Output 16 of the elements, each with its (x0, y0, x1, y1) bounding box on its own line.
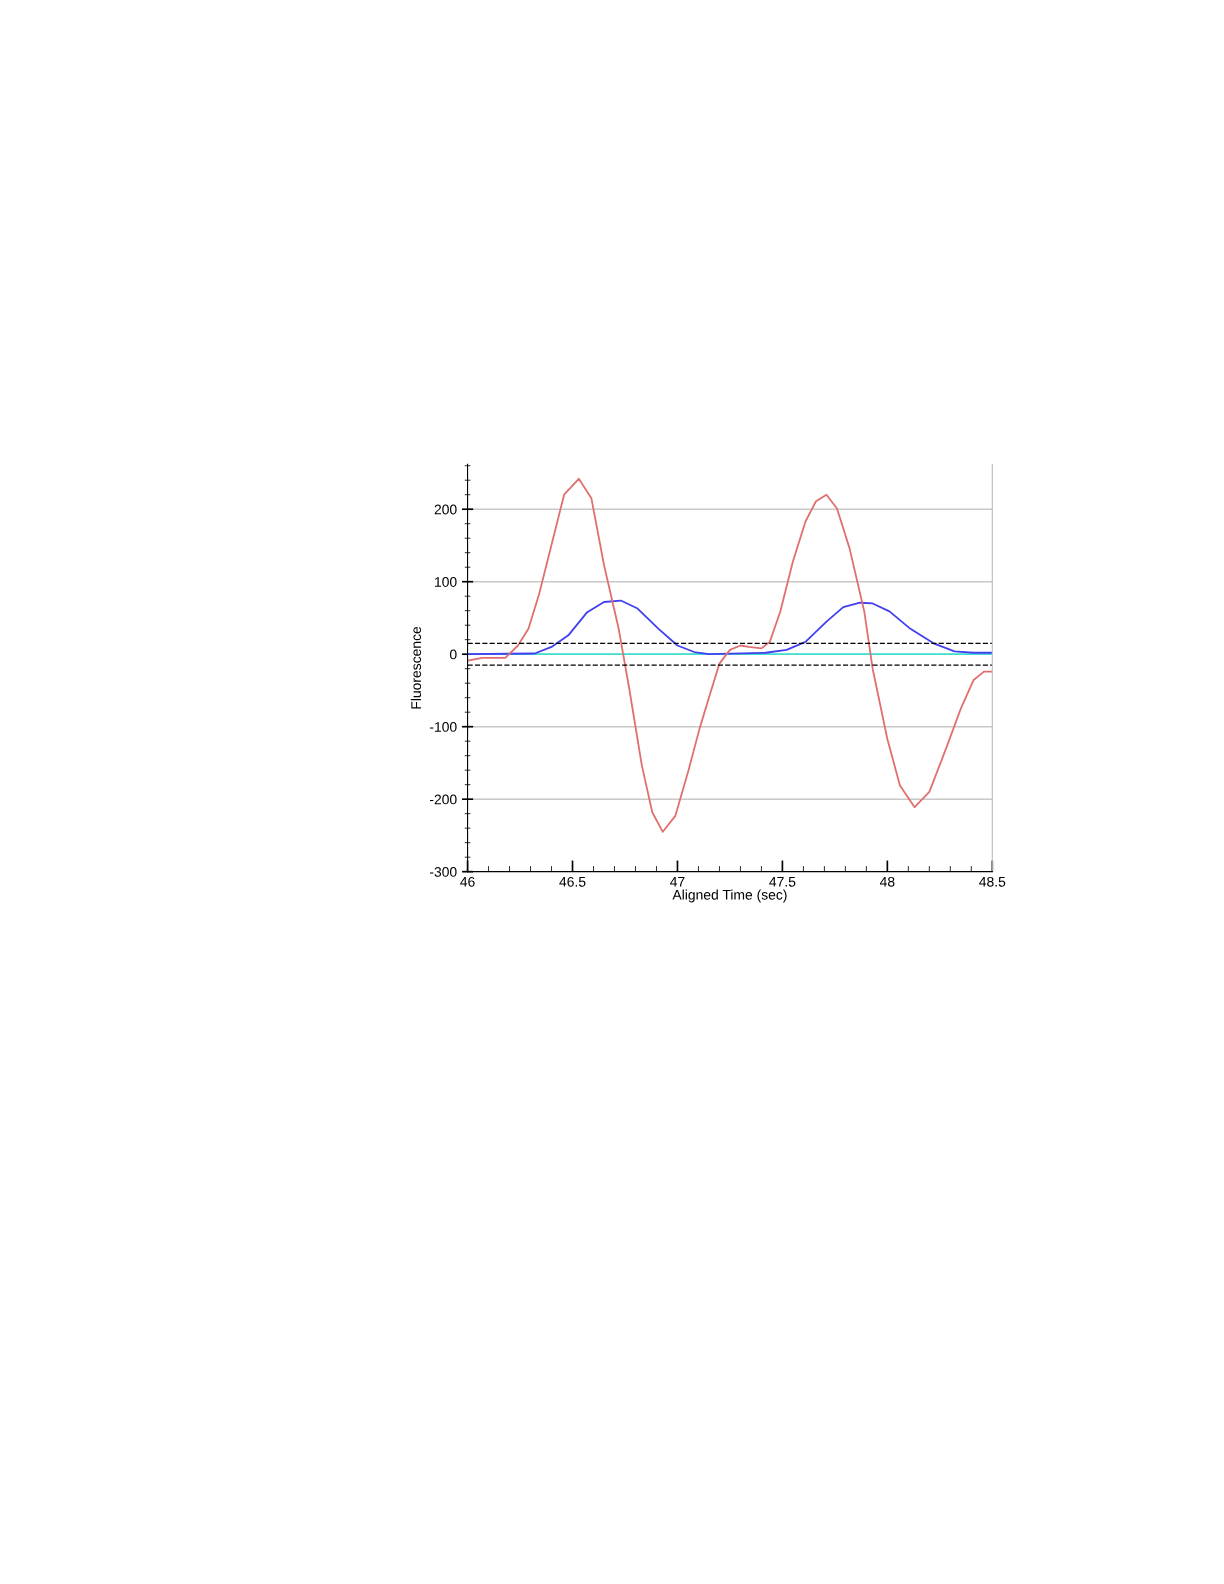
y-tick-label: 200 (434, 504, 457, 515)
x-tick-label: 46 (460, 876, 475, 887)
y-tick-label: 100 (435, 577, 457, 587)
x-tick-label: 48.5 (979, 876, 1006, 887)
y-tick-label: -100 (429, 722, 457, 732)
y-tick-label: -200 (429, 794, 457, 805)
y-tick-label: -300 (429, 867, 457, 877)
x-tick-label: 46.5 (559, 876, 586, 887)
x-tick-label: 47 (670, 877, 685, 887)
line-series (467, 599, 993, 656)
y-tick-label: 0 (449, 649, 457, 660)
y-axis-title: Fluorescence (410, 626, 422, 709)
x-tick-label: 48 (879, 876, 895, 887)
line-series (467, 477, 993, 833)
x-axis-title: Aligned Time (sec) (672, 889, 787, 903)
x-tick-label: 47.5 (769, 877, 796, 887)
